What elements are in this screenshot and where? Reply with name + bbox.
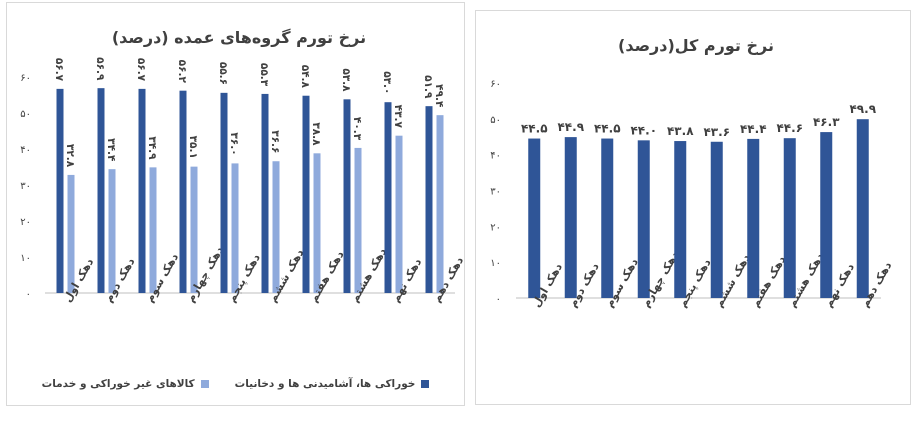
bar [674,141,687,298]
bar [856,119,869,298]
legend-swatch-food [421,380,430,388]
bar [436,115,444,293]
data-label: ۵۴.۸ [299,65,311,89]
x-tick-label: دهک چهارم [184,244,226,305]
chart-title: نرخ تورم گروه‌های عمده (درصد) [112,28,366,47]
bar [56,88,64,293]
group-inflation-chart-panel: نرخ تورم گروه‌های عمده (درصد) ۰ ۱۰ ۲۰ ۳۰ ۴۰ ۵۰… [6,2,467,406]
group-inflation-chart: نرخ تورم گروه‌های عمده (درصد) ۰ ۱۰ ۲۰ ۳۰ ۴۰ ۵۰… [20,28,467,305]
data-label: ۴۴.۹ [557,120,584,134]
data-label: ۴۰.۳ [351,117,363,141]
data-label: ۵۶.۹ [94,57,106,81]
data-label: ۴۳.۶ [703,125,730,139]
legend-label-nonfood: کالاهای غیر خوراکی و خدمات [41,378,195,390]
data-label: ۵۳.۸ [340,68,352,92]
bar [190,166,198,293]
chart-legend: خوراکی ها، آشامیدنی ها و دخانیات کالاهای… [7,378,464,390]
y-tick-label: ۴۰ [20,145,31,156]
y-tick-label: ۵۰ [490,115,501,126]
bar [302,95,310,293]
bar [220,92,228,293]
bar [395,135,403,293]
data-label: ۳۶.۰ [228,132,240,155]
data-label: ۳۶.۶ [269,130,281,153]
total-inflation-chart-panel: نرخ تورم کل(درصد) ۰ ۱۰ ۲۰ ۳۰ ۴۰ ۵۰ ۶۰ ۴۴.۵ دهک او… [475,10,911,405]
data-label: ۴۹.۹ [849,102,876,116]
data-label: ۴۴.۶ [776,121,803,135]
y-tick-label: ۵۰ [20,109,31,120]
data-label: ۳۴.۹ [146,136,158,160]
data-label: ۴۶.۳ [813,115,840,129]
data-label: ۴۴.۴ [740,122,767,136]
bar [138,88,146,293]
data-label: ۵۵.۳ [258,63,270,87]
data-label: ۵۱.۹ [422,75,434,99]
bar [637,140,650,298]
legend-item-nonfood: کالاهای غیر خوراکی و خدمات [42,378,209,390]
y-tick-label: ۶۰ [490,79,501,90]
bar [384,102,392,293]
y-tick-label: ۴۰ [490,151,501,162]
y-tick-label: ۰ [496,294,501,305]
bar [108,169,116,293]
y-tick-label: ۲۰ [20,217,31,228]
bar [747,138,760,298]
bar [710,141,723,298]
y-tick-label: ۱۰ [490,258,501,269]
x-tick-label: دهک هشتم [348,245,390,304]
bar [149,167,157,293]
data-label: ۵۳.۰ [381,71,393,94]
x-tick-label: دهک پنجم [225,251,263,304]
y-tick-label: ۳۰ [20,181,31,192]
y-tick-label: ۲۰ [490,222,501,233]
bar [67,174,75,293]
data-label: ۴۴.۵ [594,122,621,136]
data-label: ۴۹.۴ [433,84,445,108]
data-label: ۵۶.۷ [53,58,65,82]
bar [313,153,321,293]
data-label: ۴۳.۷ [392,105,404,129]
bar [425,106,433,293]
y-tick-label: ۰ [26,289,31,300]
bar [97,88,105,293]
bar [272,161,280,293]
bar [820,132,833,298]
bar [528,138,541,298]
legend-item-food: خوراکی ها، آشامیدنی ها و دخانیات [235,378,430,390]
bar [231,163,239,293]
y-tick-label: ۶۰ [20,73,31,84]
x-tick-label: دهک سوم [143,251,182,305]
bar [179,90,187,294]
bar [601,138,614,298]
bar [343,99,351,293]
data-label: ۳۵.۱ [187,136,199,159]
bar [564,137,577,298]
bar [261,93,269,293]
x-tick-label: دهک دهم [430,254,467,304]
chart-title: نرخ تورم کل(درصد) [618,36,774,55]
y-tick-label: ۳۰ [490,187,501,198]
legend-swatch-nonfood [200,380,209,388]
bar [354,147,362,293]
data-label: ۴۴.۰ [630,123,657,137]
x-tick-label: دهک ششم [266,247,307,305]
data-label: ۳۴.۴ [105,138,117,162]
bar [783,138,796,298]
data-label: ۵۵.۶ [217,62,229,85]
data-label: ۴۳.۸ [667,124,694,138]
data-label: ۳۲.۸ [64,144,76,168]
x-tick-label: دهک هفتم [307,248,347,304]
data-label: ۴۴.۵ [521,122,548,136]
data-label: ۳۸.۸ [310,122,322,146]
x-tick-label: دهک نهم [389,256,425,305]
x-tick-label: دهک اول [61,256,97,305]
legend-label-food: خوراکی ها، آشامیدنی ها و دخانیات [234,378,416,390]
data-label: ۵۶.۷ [135,58,147,82]
y-tick-label: ۱۰ [20,253,31,264]
data-label: ۵۶.۲ [176,60,188,84]
x-tick-label: دهک دوم [102,255,138,304]
